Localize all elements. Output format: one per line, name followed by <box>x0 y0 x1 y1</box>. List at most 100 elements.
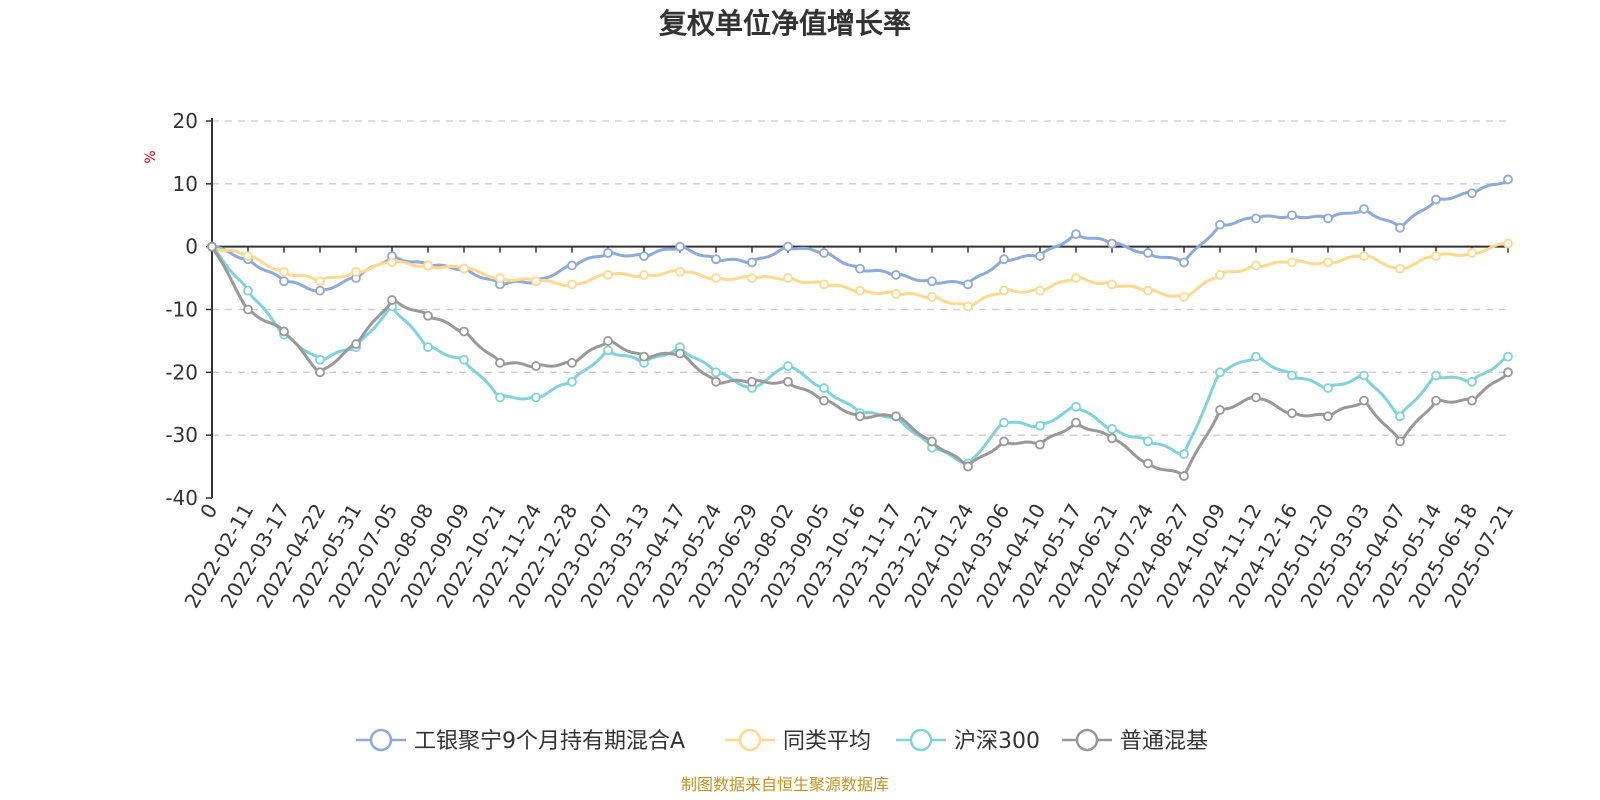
series-point <box>1395 436 1405 447</box>
series-point <box>531 361 541 371</box>
series-point <box>855 411 865 422</box>
series-line <box>210 245 1509 465</box>
y-tick-label: -40 <box>165 486 198 510</box>
series-point <box>891 288 901 299</box>
series-point <box>891 411 901 422</box>
series-point <box>1503 174 1513 185</box>
series-line <box>211 178 1509 293</box>
series-point <box>711 273 721 283</box>
series-point <box>999 417 1009 428</box>
series-point <box>1071 401 1081 412</box>
series-point <box>891 270 901 280</box>
legend-label: 同类平均 <box>783 729 871 754</box>
legend-item[interactable]: 同类平均 <box>725 728 871 754</box>
series-point <box>1215 270 1225 280</box>
series-point <box>1503 238 1513 249</box>
series-point <box>1107 238 1117 249</box>
series-point <box>1431 395 1441 406</box>
series-point <box>1215 367 1225 378</box>
series-point <box>1179 257 1189 268</box>
series-point <box>207 241 217 252</box>
series-point <box>711 376 721 387</box>
series-point <box>639 270 649 280</box>
series-point <box>675 348 685 359</box>
grid-lines <box>206 120 1508 499</box>
series-point <box>999 254 1009 265</box>
series-point <box>927 436 937 447</box>
series-point <box>1467 188 1477 199</box>
series-point <box>1395 263 1405 274</box>
series-point <box>855 285 865 296</box>
series-point <box>603 345 613 356</box>
series-point <box>1359 370 1369 381</box>
series-point <box>1071 417 1081 428</box>
series-point <box>711 254 721 265</box>
series-point <box>1395 222 1405 233</box>
series-point <box>1467 376 1477 387</box>
series-point <box>1359 395 1369 406</box>
series-point <box>1431 194 1441 205</box>
series-point <box>855 263 865 274</box>
series-point <box>1143 436 1153 447</box>
series-point <box>1179 292 1189 302</box>
series-point <box>1323 411 1333 422</box>
chart-title: 复权单位净值增长率 <box>659 7 911 40</box>
series-point <box>1431 370 1441 381</box>
series-point <box>1287 370 1297 381</box>
series-point <box>423 310 433 321</box>
series-point <box>243 251 253 261</box>
series-point <box>567 279 577 290</box>
series-point <box>315 285 325 296</box>
series-point <box>1467 395 1477 406</box>
series-point <box>531 276 541 287</box>
series-point <box>351 339 361 349</box>
series-point <box>783 376 793 387</box>
series-point <box>927 292 937 302</box>
series-point <box>711 367 721 378</box>
series-point <box>819 395 829 406</box>
series-point <box>1251 392 1261 403</box>
series-point <box>387 295 397 305</box>
series-point <box>495 392 505 403</box>
legend-item[interactable]: 普通混基 <box>1062 728 1208 754</box>
series-lines <box>207 174 1513 481</box>
series-point <box>1035 439 1045 450</box>
series-point <box>819 279 829 290</box>
series-point <box>1359 251 1369 261</box>
series-point <box>243 285 253 296</box>
series-point <box>639 251 649 261</box>
series-point <box>1143 458 1153 469</box>
legend-item[interactable]: 沪深300 <box>896 728 1040 754</box>
legend-marker-icon <box>738 728 762 752</box>
series-point <box>747 376 757 387</box>
x-tick-label: 0 <box>195 500 222 523</box>
series-point <box>1467 248 1477 258</box>
series-point <box>963 301 973 312</box>
series-point <box>675 241 685 252</box>
series-point <box>999 285 1009 296</box>
series-point <box>315 354 325 365</box>
series-point <box>567 260 577 271</box>
series-point <box>423 342 433 353</box>
series-point <box>315 367 325 378</box>
series-point <box>1107 433 1117 444</box>
y-tick-label: 20 <box>173 109 198 133</box>
series-point <box>963 461 973 472</box>
series-point <box>279 266 289 277</box>
legend[interactable]: 工银聚宁9个月持有期混合A 同类平均 沪深300 普通混基 <box>356 728 1208 754</box>
series-point <box>459 354 469 365</box>
series-point <box>639 351 649 362</box>
series-point <box>603 248 613 258</box>
series-point <box>1287 210 1297 221</box>
series-point <box>351 266 361 277</box>
x-tick-labels: 02022-02-112022-03-172022-04-222022-05-3… <box>179 500 1518 613</box>
series-point <box>459 326 469 337</box>
series-point <box>279 276 289 287</box>
series-point <box>567 376 577 387</box>
series-point <box>567 358 577 368</box>
series-point <box>1251 213 1261 224</box>
series-point <box>1431 251 1441 261</box>
series-point <box>819 383 829 393</box>
legend-label: 普通混基 <box>1120 729 1208 754</box>
legend-item[interactable]: 工银聚宁9个月持有期混合A <box>356 728 685 754</box>
